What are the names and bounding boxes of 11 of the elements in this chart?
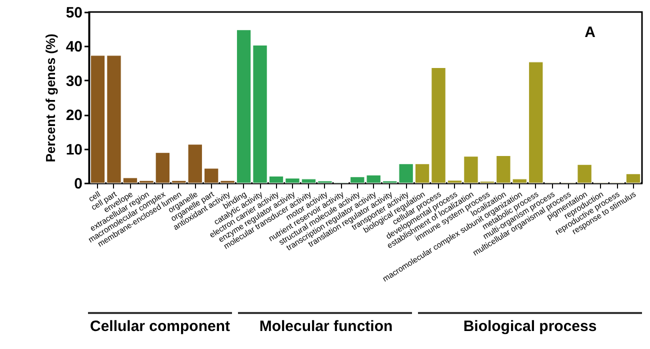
y-axis-title: Percent of genes (%)	[42, 34, 58, 162]
text: Biological process	[463, 318, 597, 335]
y-tick-label: 30	[66, 72, 82, 90]
text: Cellular component	[90, 318, 230, 335]
text: Molecular function	[259, 318, 393, 335]
y-tick-label: 50	[66, 4, 82, 22]
annotation: A	[584, 24, 596, 41]
y-tick-label: 20	[66, 107, 82, 124]
y-tick-label: 0	[74, 176, 82, 192]
y-tick-label: 10	[66, 141, 82, 158]
y-tick-label: 40	[66, 38, 82, 56]
